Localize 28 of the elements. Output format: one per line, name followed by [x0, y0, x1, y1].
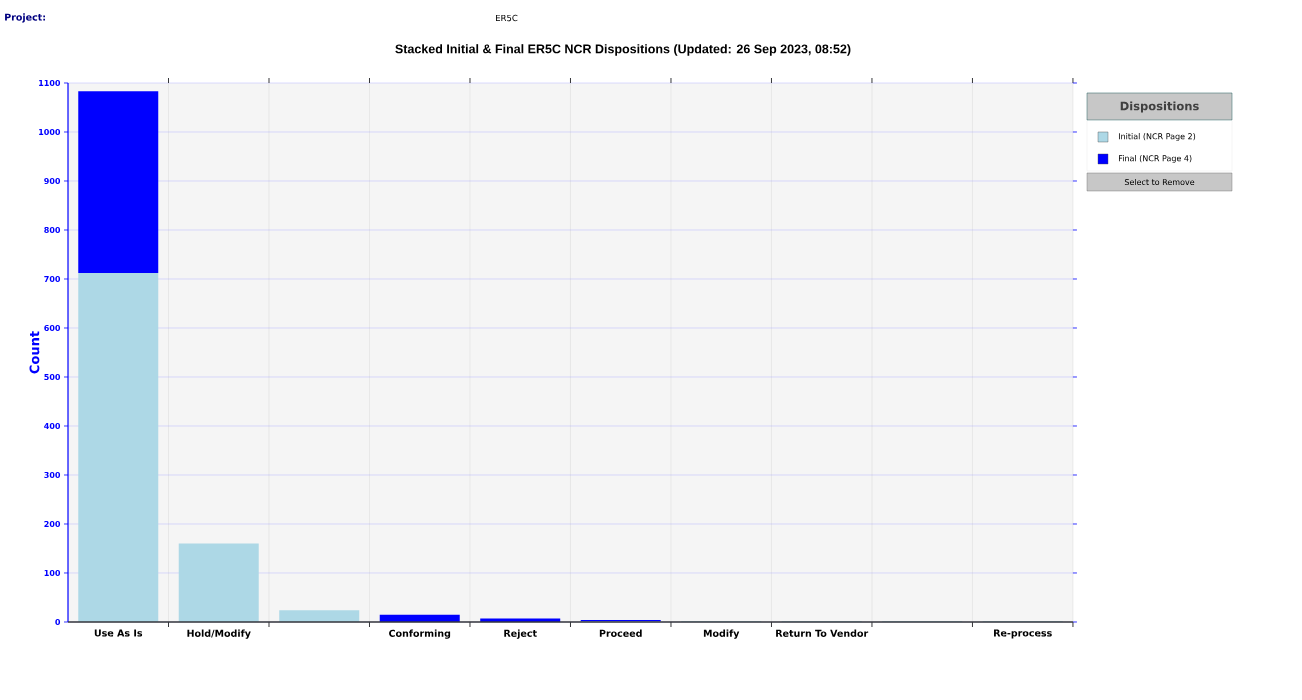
- y-axis-title: Count: [29, 331, 40, 374]
- y-tick-label: 900: [44, 177, 61, 185]
- x-tick-label: Conforming: [389, 629, 451, 639]
- text: Select to Remove: [1124, 178, 1195, 186]
- y-tick-label: 200: [44, 520, 61, 528]
- y-tick-label: 800: [44, 226, 61, 234]
- x-tick-label: Return To Vendor: [776, 629, 869, 637]
- x-tick-label: Hold/Modify: [187, 629, 251, 639]
- y-tick-label: 1000: [39, 128, 61, 136]
- y-tick-label: 700: [44, 275, 61, 283]
- x-tick-label: Reject: [504, 629, 537, 639]
- legend-title: Dispositions: [1120, 101, 1199, 113]
- y-tick-label: 100: [44, 569, 61, 577]
- chart-title: Stacked Initial & Final ER5C NCR Dispositions (Updated: 26 Sep 2023, 08:52): [395, 44, 851, 56]
- y-tick-label: 400: [44, 422, 61, 430]
- y-tick-label: 1100: [39, 79, 61, 87]
- text: Project:: [5, 13, 45, 23]
- y-tick-label: 0: [55, 618, 61, 626]
- legend-label: Initial (NCR Page 2): [1118, 133, 1196, 141]
- x-tick-label: Use As Is: [94, 629, 143, 637]
- y-tick-label: 600: [44, 324, 61, 332]
- x-tick-label: Proceed: [599, 629, 642, 637]
- y-tick-label: 300: [44, 471, 61, 479]
- x-tick-label: Modify: [703, 629, 740, 639]
- y-tick-label: 500: [44, 373, 61, 381]
- x-tick-label: Re-process: [994, 629, 1052, 639]
- legend-label: Final (NCR Page 4): [1118, 155, 1192, 163]
- text: ER5C: [496, 14, 518, 22]
